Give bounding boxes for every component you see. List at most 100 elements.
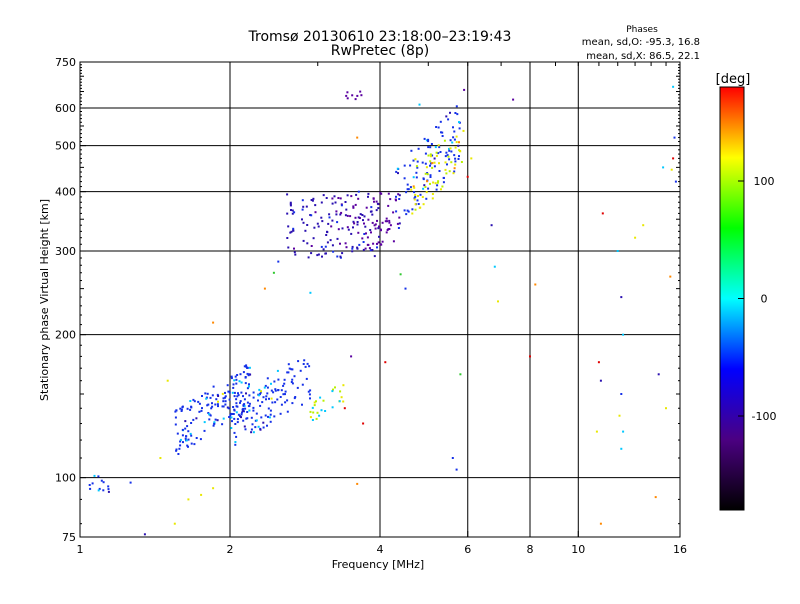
data-point <box>266 392 269 395</box>
data-point <box>249 373 252 376</box>
data-point <box>242 410 244 412</box>
data-point <box>307 390 310 393</box>
data-point <box>192 398 195 401</box>
data-point <box>98 487 101 490</box>
data-point <box>263 386 266 389</box>
data-point <box>322 248 325 251</box>
data-point <box>384 361 387 364</box>
data-point <box>346 194 349 197</box>
data-point <box>450 161 453 164</box>
data-point <box>231 391 234 394</box>
data-point <box>427 146 430 149</box>
data-point <box>357 197 360 200</box>
data-point <box>240 391 243 394</box>
data-point <box>260 416 263 419</box>
data-point <box>341 227 344 230</box>
data-point <box>384 220 387 223</box>
data-point <box>102 481 105 484</box>
data-point <box>185 435 187 438</box>
data-point <box>88 484 91 486</box>
data-point <box>258 388 261 391</box>
data-point <box>302 205 305 208</box>
data-point <box>431 154 434 157</box>
data-point <box>462 129 465 132</box>
data-point <box>439 120 442 123</box>
data-point <box>176 432 179 435</box>
data-point <box>414 193 417 196</box>
data-point <box>287 246 290 249</box>
data-point <box>425 191 428 194</box>
data-point <box>343 407 346 410</box>
data-point <box>174 410 177 413</box>
data-point <box>207 412 210 414</box>
data-point <box>215 398 218 401</box>
data-point <box>441 131 444 134</box>
data-point <box>362 241 365 243</box>
data-point <box>622 430 625 433</box>
data-point <box>259 393 261 396</box>
data-point <box>409 164 412 167</box>
data-point <box>385 217 388 220</box>
y-tick-label: 750 <box>55 56 76 69</box>
data-point <box>266 424 268 427</box>
data-point <box>197 400 200 403</box>
data-point <box>280 403 283 406</box>
data-point <box>241 411 243 414</box>
data-point <box>234 375 237 378</box>
data-point <box>283 382 286 385</box>
data-point <box>304 365 307 368</box>
data-point <box>230 375 233 378</box>
data-point <box>351 250 354 253</box>
data-point <box>431 166 434 169</box>
data-point <box>242 395 244 398</box>
data-point <box>247 374 250 377</box>
data-point <box>413 197 416 200</box>
data-point <box>429 182 431 185</box>
data-point <box>189 408 192 411</box>
data-point <box>331 390 334 393</box>
data-point <box>274 389 277 392</box>
data-point <box>670 168 673 171</box>
y-tick-label: 100 <box>55 472 76 485</box>
data-point <box>392 240 395 243</box>
data-point <box>310 214 313 217</box>
data-point <box>286 410 289 413</box>
data-point <box>262 426 265 429</box>
data-point <box>322 399 325 402</box>
data-point <box>301 383 304 386</box>
data-point <box>369 229 372 231</box>
data-point <box>237 394 240 397</box>
data-point <box>216 393 219 396</box>
data-point <box>497 300 499 303</box>
data-point <box>364 225 367 228</box>
data-point <box>193 400 196 403</box>
data-point <box>339 197 342 200</box>
data-point <box>417 195 419 197</box>
data-point <box>324 410 327 412</box>
data-point <box>335 213 338 216</box>
data-point <box>458 127 461 130</box>
data-point <box>335 210 338 213</box>
data-point <box>386 220 388 223</box>
data-point <box>289 201 292 204</box>
data-point <box>426 173 429 176</box>
data-point <box>258 394 261 397</box>
data-point <box>245 364 248 367</box>
data-point <box>230 377 233 380</box>
data-point <box>232 383 235 386</box>
data-point <box>331 202 334 205</box>
data-point <box>378 235 380 238</box>
data-point <box>292 229 295 232</box>
data-point <box>454 112 457 114</box>
data-point <box>452 126 454 129</box>
data-point <box>410 149 413 152</box>
data-point <box>309 397 311 400</box>
data-point <box>270 389 273 392</box>
data-point <box>209 414 212 417</box>
data-point <box>318 414 321 417</box>
data-point <box>455 105 458 108</box>
data-point <box>201 407 203 410</box>
data-point <box>261 401 264 404</box>
data-point <box>435 126 438 128</box>
data-point <box>239 401 241 404</box>
